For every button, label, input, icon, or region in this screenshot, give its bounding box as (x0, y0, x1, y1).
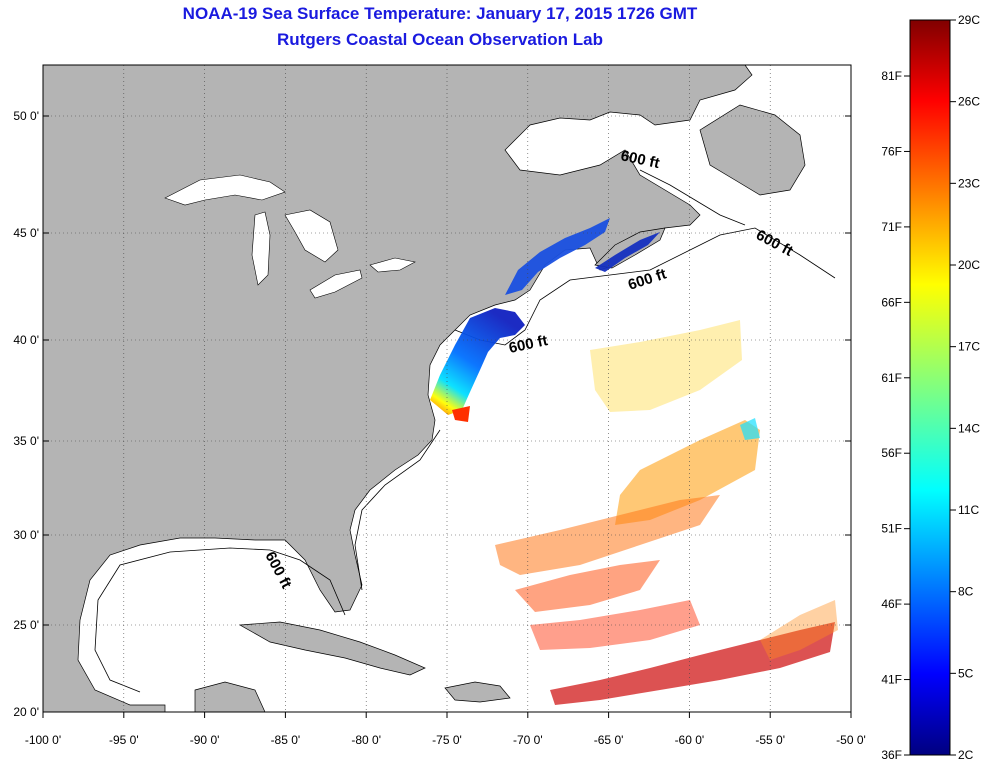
latitude-axis: 50 0' 45 0' 40 0' 35 0' 30 0' 25 0' 20 0' (13, 109, 851, 719)
cuba-land (238, 621, 426, 676)
colorbar-celsius-label: 5C (958, 666, 974, 680)
colorbar-fahrenheit-label: 76F (881, 144, 902, 158)
longitude-tick-label: -95 0' (109, 733, 139, 747)
colorbar-celsius-label: 2C (958, 748, 974, 762)
longitude-axis: -100 0' -95 0' -90 0' -85 0' -80 0' -75 0' -70… (25, 712, 866, 747)
colorbar-celsius-label: 29C (958, 13, 980, 27)
longitude-tick-label: -90 0' (190, 733, 220, 747)
colorbar-fahrenheit-labels: 81F 76F 71F 66F 61F 56F 51F 46F 41F 36F (881, 69, 910, 762)
colorbar-fahrenheit-label: 71F (881, 220, 902, 234)
sst-warm-patch (452, 406, 470, 422)
colorbar-celsius-labels: 29C 26C 23C 20C 17C 14C 11C 8C 5C 2C (950, 13, 980, 762)
depth-contours (94, 169, 836, 693)
colorbar-fahrenheit-label: 36F (881, 748, 902, 762)
latitude-tick-label: 30 0' (13, 528, 39, 542)
longitude-tick-label: -65 0' (594, 733, 624, 747)
newfoundland-land (699, 104, 806, 196)
longitude-tick-label: -85 0' (271, 733, 301, 747)
latitude-tick-label: 40 0' (13, 333, 39, 347)
hispaniola-land (444, 681, 511, 703)
north-america-land (43, 65, 753, 712)
latitude-tick-label: 35 0' (13, 434, 39, 448)
sst-coastal-band (430, 308, 525, 415)
colorbar (909, 19, 951, 756)
colorbar-celsius-label: 23C (958, 176, 980, 190)
sst-gulf-of-maine (505, 218, 610, 295)
lake-superior (164, 174, 286, 206)
longitude-tick-label: -50 0' (836, 733, 866, 747)
longitude-tick-label: -70 0' (513, 733, 543, 747)
colorbar-celsius-label: 26C (958, 95, 980, 109)
longitude-tick-label: -100 0' (25, 733, 61, 747)
colorbar-fahrenheit-label: 51F (881, 522, 902, 536)
colorbar-fahrenheit-label: 66F (881, 295, 902, 309)
latitude-tick-label: 20 0' (13, 705, 39, 719)
map-subtitle: Rutgers Coastal Ocean Observation Lab (277, 30, 603, 49)
colorbar-fahrenheit-label: 41F (881, 673, 902, 687)
colorbar-celsius-label: 20C (958, 258, 980, 272)
longitude-tick-label: -80 0' (351, 733, 381, 747)
longitude-tick-label: -75 0' (432, 733, 462, 747)
longitude-tick-label: -60 0' (675, 733, 705, 747)
lake-huron (284, 209, 339, 263)
colorbar-celsius-label: 14C (958, 421, 980, 435)
colorbar-fahrenheit-label: 61F (881, 371, 902, 385)
colorbar-celsius-label: 11C (958, 503, 979, 517)
graticule (43, 65, 851, 712)
map-title: NOAA-19 Sea Surface Temperature: January… (182, 4, 698, 23)
lake-michigan (251, 211, 271, 286)
latitude-tick-label: 25 0' (13, 618, 39, 632)
longitude-tick-label: -55 0' (755, 733, 785, 747)
lake-erie (309, 269, 363, 299)
colorbar-fahrenheit-label: 46F (881, 597, 902, 611)
latitude-tick-label: 50 0' (13, 109, 39, 123)
colorbar-fahrenheit-label: 81F (881, 69, 902, 83)
lake-ontario (369, 257, 416, 273)
sst-nova-scotia-shelf (595, 232, 660, 272)
colorbar-fahrenheit-label: 56F (881, 446, 902, 460)
yucatan-land (194, 681, 266, 712)
colorbar-celsius-label: 8C (958, 585, 974, 599)
colorbar-celsius-label: 17C (958, 340, 980, 354)
latitude-tick-label: 45 0' (13, 226, 39, 240)
